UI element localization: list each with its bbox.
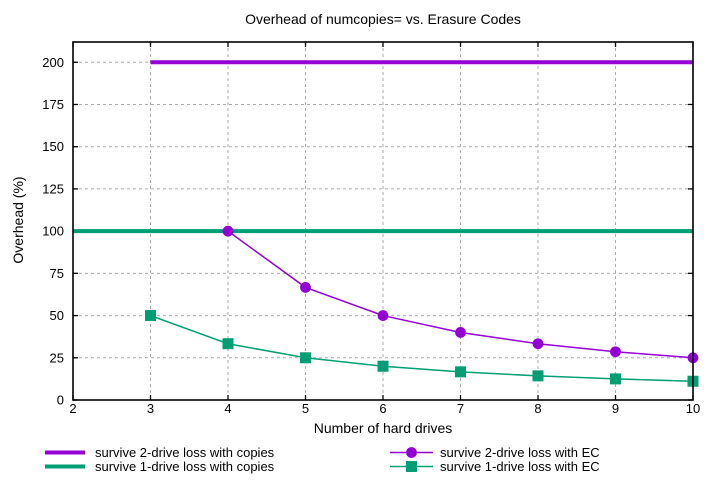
legend-label: survive 2-drive loss with EC <box>440 445 600 460</box>
y-tick-label: 100 <box>42 224 64 239</box>
x-tick-label: 3 <box>147 401 154 416</box>
x-tick-label: 6 <box>379 401 386 416</box>
series-2-point <box>222 225 234 237</box>
legend-sample-line <box>45 450 85 455</box>
series-3-point <box>377 360 389 372</box>
series-2-point <box>532 338 544 350</box>
legend-label: survive 1-drive loss with EC <box>440 459 600 474</box>
series-3-point <box>222 338 234 350</box>
series-3-point <box>610 373 621 385</box>
series-2-point <box>610 346 621 358</box>
series-3-point <box>455 366 466 378</box>
series-2-point <box>455 327 466 338</box>
series-2-point <box>300 282 311 293</box>
y-tick-label: 0 <box>57 393 64 408</box>
legend-item-0: survive 2-drive loss with copies <box>45 445 274 460</box>
legend-sample-line <box>45 464 85 469</box>
series-3-point <box>532 370 544 382</box>
series-line-3 <box>150 314 694 382</box>
chart-title: Overhead of numcopies= vs. Erasure Codes <box>245 11 521 27</box>
x-tick-label: 5 <box>302 401 309 416</box>
x-tick-label: 9 <box>612 401 619 416</box>
y-tick-label: 125 <box>42 181 64 196</box>
plot-border <box>72 41 694 401</box>
legend-item-2: survive 2-drive loss with EC <box>390 445 600 460</box>
legend-label: survive 1-drive loss with copies <box>95 459 275 474</box>
legend-item-1: survive 1-drive loss with copies <box>45 459 274 474</box>
x-tick-label: 2 <box>69 401 76 416</box>
y-tick-label: 150 <box>42 139 64 154</box>
y-tick-label: 200 <box>42 55 64 70</box>
legend-sample-circle <box>390 447 433 458</box>
x-tick-label: 4 <box>224 401 231 416</box>
y-tick-label: 25 <box>50 350 64 365</box>
x-axis-label: Number of hard drives <box>313 420 453 436</box>
series-3-point <box>145 310 156 322</box>
y-tick-label: 175 <box>42 97 64 112</box>
legend-label: survive 2-drive loss with copies <box>95 445 275 460</box>
series-2-point <box>377 310 389 321</box>
series-3-point <box>300 352 311 364</box>
x-tick-label: 7 <box>457 401 464 416</box>
x-tick-label: 8 <box>534 401 541 416</box>
y-tick-label: 50 <box>50 308 64 323</box>
legend-item-3: survive 1-drive loss with EC <box>390 459 600 474</box>
y-tick-label: 75 <box>50 266 64 281</box>
legend-sample-square <box>390 461 433 472</box>
x-tick-label: 10 <box>686 401 700 416</box>
